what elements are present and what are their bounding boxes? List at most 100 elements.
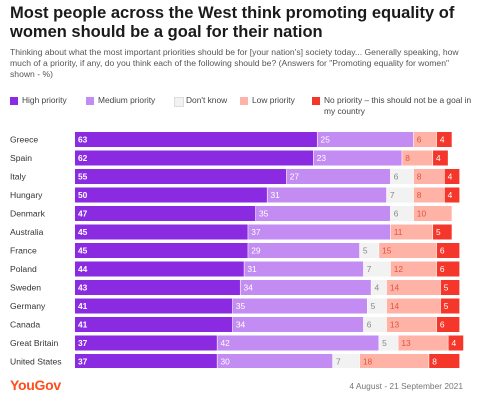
value-australia-series-1: 37 xyxy=(251,227,261,237)
row-label-germany: Germany xyxy=(10,301,46,311)
value-united-states-series-1: 30 xyxy=(220,357,230,367)
row-label-great-britain: Great Britain xyxy=(10,338,58,348)
bar-australia-series-1 xyxy=(248,224,391,240)
value-canada-series-1: 34 xyxy=(236,320,246,330)
value-poland-series-1: 31 xyxy=(247,264,257,274)
value-great-britain-series-1: 42 xyxy=(220,338,230,348)
value-italy-series-4: 4 xyxy=(448,172,453,182)
value-spain-series-4: 4 xyxy=(436,153,441,163)
value-germany-series-1: 35 xyxy=(236,301,246,311)
bar-united-states-series-4 xyxy=(429,354,460,368)
bar-great-britain-series-3 xyxy=(398,335,448,351)
value-france-series-4: 6 xyxy=(440,246,445,256)
legend-label-dont-know: Don't know xyxy=(186,95,228,105)
bar-great-britain-series-1 xyxy=(217,335,379,351)
bar-germany-series-3 xyxy=(386,298,441,314)
value-poland-series-4: 6 xyxy=(440,264,445,274)
bar-denmark-series-1 xyxy=(255,206,391,221)
bar-poland-series-2 xyxy=(363,261,391,277)
legend-label-low: Low priority xyxy=(252,95,295,105)
row-label-spain: Spain xyxy=(10,153,32,163)
bar-france-series-0 xyxy=(75,243,248,258)
bar-australia-series-0 xyxy=(75,224,248,240)
bar-greece-series-3 xyxy=(413,132,437,147)
bar-italy-series-0 xyxy=(75,169,287,184)
bar-poland-series-4 xyxy=(436,261,460,277)
value-united-states-series-0: 37 xyxy=(78,357,88,367)
value-spain-series-0: 62 xyxy=(78,153,88,163)
value-canada-series-4: 6 xyxy=(440,320,445,330)
value-spain-series-1: 23 xyxy=(317,153,327,163)
bar-france-series-1 xyxy=(248,243,360,258)
bar-sweden-series-1 xyxy=(240,280,371,295)
bar-poland-series-0 xyxy=(75,261,244,277)
row-label-united-states: United States xyxy=(10,357,62,367)
value-germany-series-4: 5 xyxy=(444,301,449,311)
value-france-series-0: 45 xyxy=(78,246,88,256)
row-label-sweden: Sweden xyxy=(10,283,41,293)
bar-united-states-series-0 xyxy=(75,354,217,368)
row-label-canada: Canada xyxy=(10,320,40,330)
bar-spain-series-1 xyxy=(313,150,402,166)
date-range: 4 August - 21 September 2021 xyxy=(349,381,463,391)
legend-label-medium: Medium priority xyxy=(98,95,156,105)
chart-title: Most people across the West think promot… xyxy=(10,4,455,41)
value-australia-series-0: 45 xyxy=(78,227,88,237)
bar-spain-series-3 xyxy=(402,150,433,166)
value-canada-series-3: 13 xyxy=(390,320,400,330)
value-denmark-series-3: 10 xyxy=(417,209,427,219)
bar-hungary-series-4 xyxy=(444,187,460,203)
value-united-states-series-4: 8 xyxy=(432,357,437,367)
bar-sweden-series-0 xyxy=(75,280,240,295)
yougov-logo: YouGov xyxy=(10,377,61,393)
value-great-britain-series-0: 37 xyxy=(78,338,88,348)
bar-germany-series-0 xyxy=(75,298,233,314)
value-great-britain-series-4: 4 xyxy=(451,338,456,348)
value-greece-series-4: 4 xyxy=(440,135,445,145)
value-sweden-series-0: 43 xyxy=(78,283,88,293)
row-label-italy: Italy xyxy=(10,172,26,182)
bar-sweden-series-2 xyxy=(371,280,387,295)
bar-hungary-series-0 xyxy=(75,187,267,203)
bar-united-states-series-2 xyxy=(332,354,360,368)
legend: High priority Medium priority Don't know… xyxy=(10,95,475,119)
row-label-australia: Australia xyxy=(10,227,44,237)
value-italy-series-0: 55 xyxy=(78,172,88,182)
bar-denmark-series-3 xyxy=(413,206,452,221)
legend-swatch-dont-know xyxy=(174,97,184,107)
value-germany-series-0: 41 xyxy=(78,301,88,311)
value-united-states-series-2: 7 xyxy=(336,357,341,367)
value-italy-series-1: 27 xyxy=(290,172,300,182)
legend-swatch-none xyxy=(312,97,320,105)
value-italy-series-3: 8 xyxy=(417,172,422,182)
bar-poland-series-1 xyxy=(244,261,364,277)
value-germany-series-2: 5 xyxy=(371,301,376,311)
value-united-states-series-3: 18 xyxy=(363,357,373,367)
value-france-series-1: 29 xyxy=(251,246,261,256)
value-great-britain-series-2: 5 xyxy=(382,338,387,348)
bar-germany-series-1 xyxy=(232,298,367,314)
value-hungary-series-2: 7 xyxy=(390,190,395,200)
legend-swatch-medium xyxy=(86,97,94,105)
value-australia-series-3: 11 xyxy=(394,227,403,237)
bar-italy-series-4 xyxy=(444,169,460,184)
bar-france-series-2 xyxy=(359,243,379,258)
bar-france-series-4 xyxy=(436,243,460,258)
value-poland-series-0: 44 xyxy=(78,264,88,274)
bar-poland-series-3 xyxy=(390,261,437,277)
bar-canada-series-3 xyxy=(386,317,437,332)
value-germany-series-3: 14 xyxy=(390,301,400,311)
bar-denmark-series-2 xyxy=(390,206,414,221)
value-sweden-series-4: 5 xyxy=(444,283,449,293)
legend-swatch-low xyxy=(240,97,248,105)
value-greece-series-1: 25 xyxy=(321,135,331,145)
bar-australia-series-3 xyxy=(390,224,433,240)
value-denmark-series-1: 35 xyxy=(259,209,269,219)
value-greece-series-0: 63 xyxy=(78,135,88,145)
bar-spain-series-0 xyxy=(75,150,314,166)
value-france-series-3: 15 xyxy=(382,246,392,256)
bar-greece-series-4 xyxy=(436,132,452,147)
value-great-britain-series-3: 13 xyxy=(401,338,411,348)
value-poland-series-2: 7 xyxy=(367,264,372,274)
